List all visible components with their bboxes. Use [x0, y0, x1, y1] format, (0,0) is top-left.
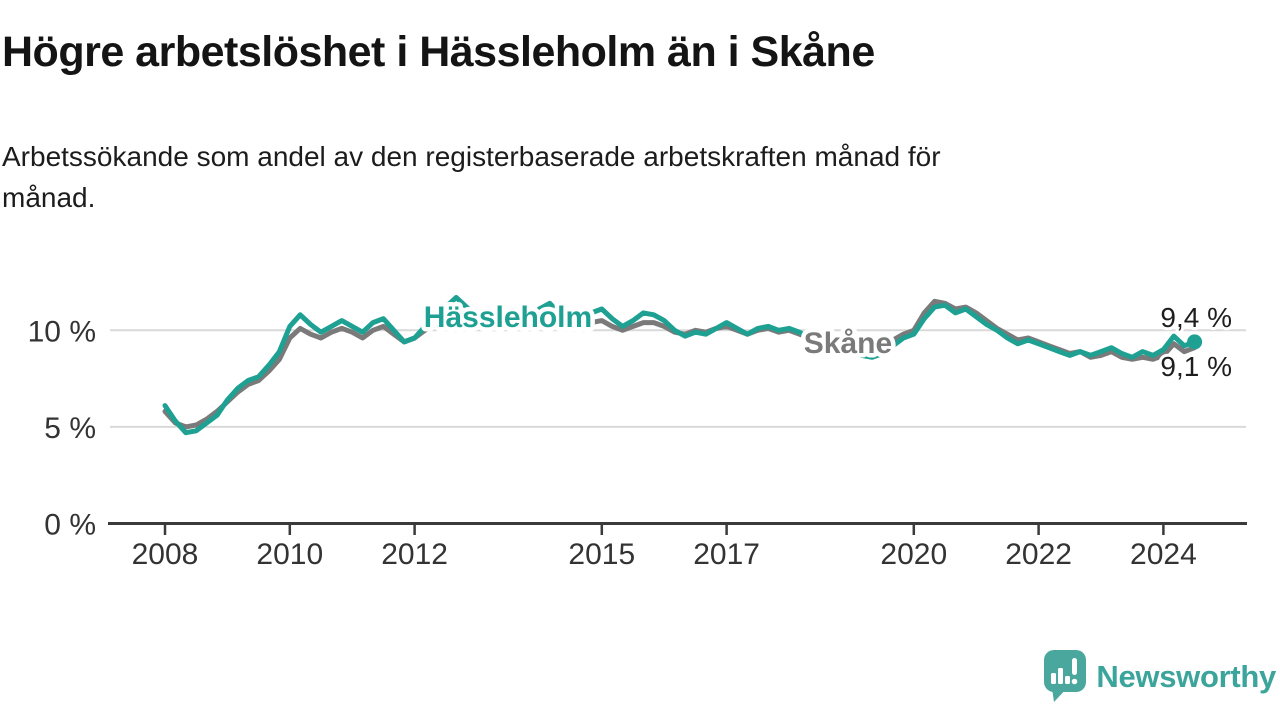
- y-tick-label: 5 %: [44, 412, 96, 445]
- chart-subtitle-line-2: månad.: [2, 182, 96, 213]
- x-tick-label: 2020: [880, 538, 947, 571]
- x-tick-label: 2010: [256, 538, 323, 571]
- y-tick-label: 0 %: [44, 509, 96, 542]
- series-line-skane: [162, 298, 1198, 430]
- end-value-label-skane: 9,1 %: [1160, 351, 1232, 382]
- chart-subtitle-line-1: Arbetssökande som andel av den registerb…: [2, 141, 941, 172]
- series-line-hassleholm: [162, 295, 1198, 436]
- x-tick-label: 2022: [1005, 538, 1072, 571]
- x-tick-label: 2024: [1130, 538, 1197, 571]
- newsworthy-logo-icon: [1044, 650, 1087, 702]
- x-tick-label: 2017: [693, 538, 760, 571]
- y-tick-label: 10 %: [28, 315, 96, 348]
- series-label-hassleholm: Hässleholm: [424, 301, 592, 334]
- chart-title: Högre arbetslöshet i Hässleholm än i Skå…: [2, 28, 875, 76]
- end-value-label-hassleholm: 9,4 %: [1160, 302, 1232, 333]
- chart-subtitle: Arbetssökande som andel av den registerb…: [2, 136, 1222, 218]
- x-tick-label: 2012: [381, 538, 448, 571]
- x-tick-label: 2015: [568, 538, 635, 571]
- series-end-dot-hassleholm: [1187, 334, 1203, 350]
- newsworthy-brand: Newsworthy: [1043, 650, 1276, 703]
- newsworthy-logo-text: Newsworthy: [1096, 658, 1276, 694]
- series-label-skane: Skåne: [804, 327, 892, 360]
- x-tick-label: 2008: [132, 538, 199, 571]
